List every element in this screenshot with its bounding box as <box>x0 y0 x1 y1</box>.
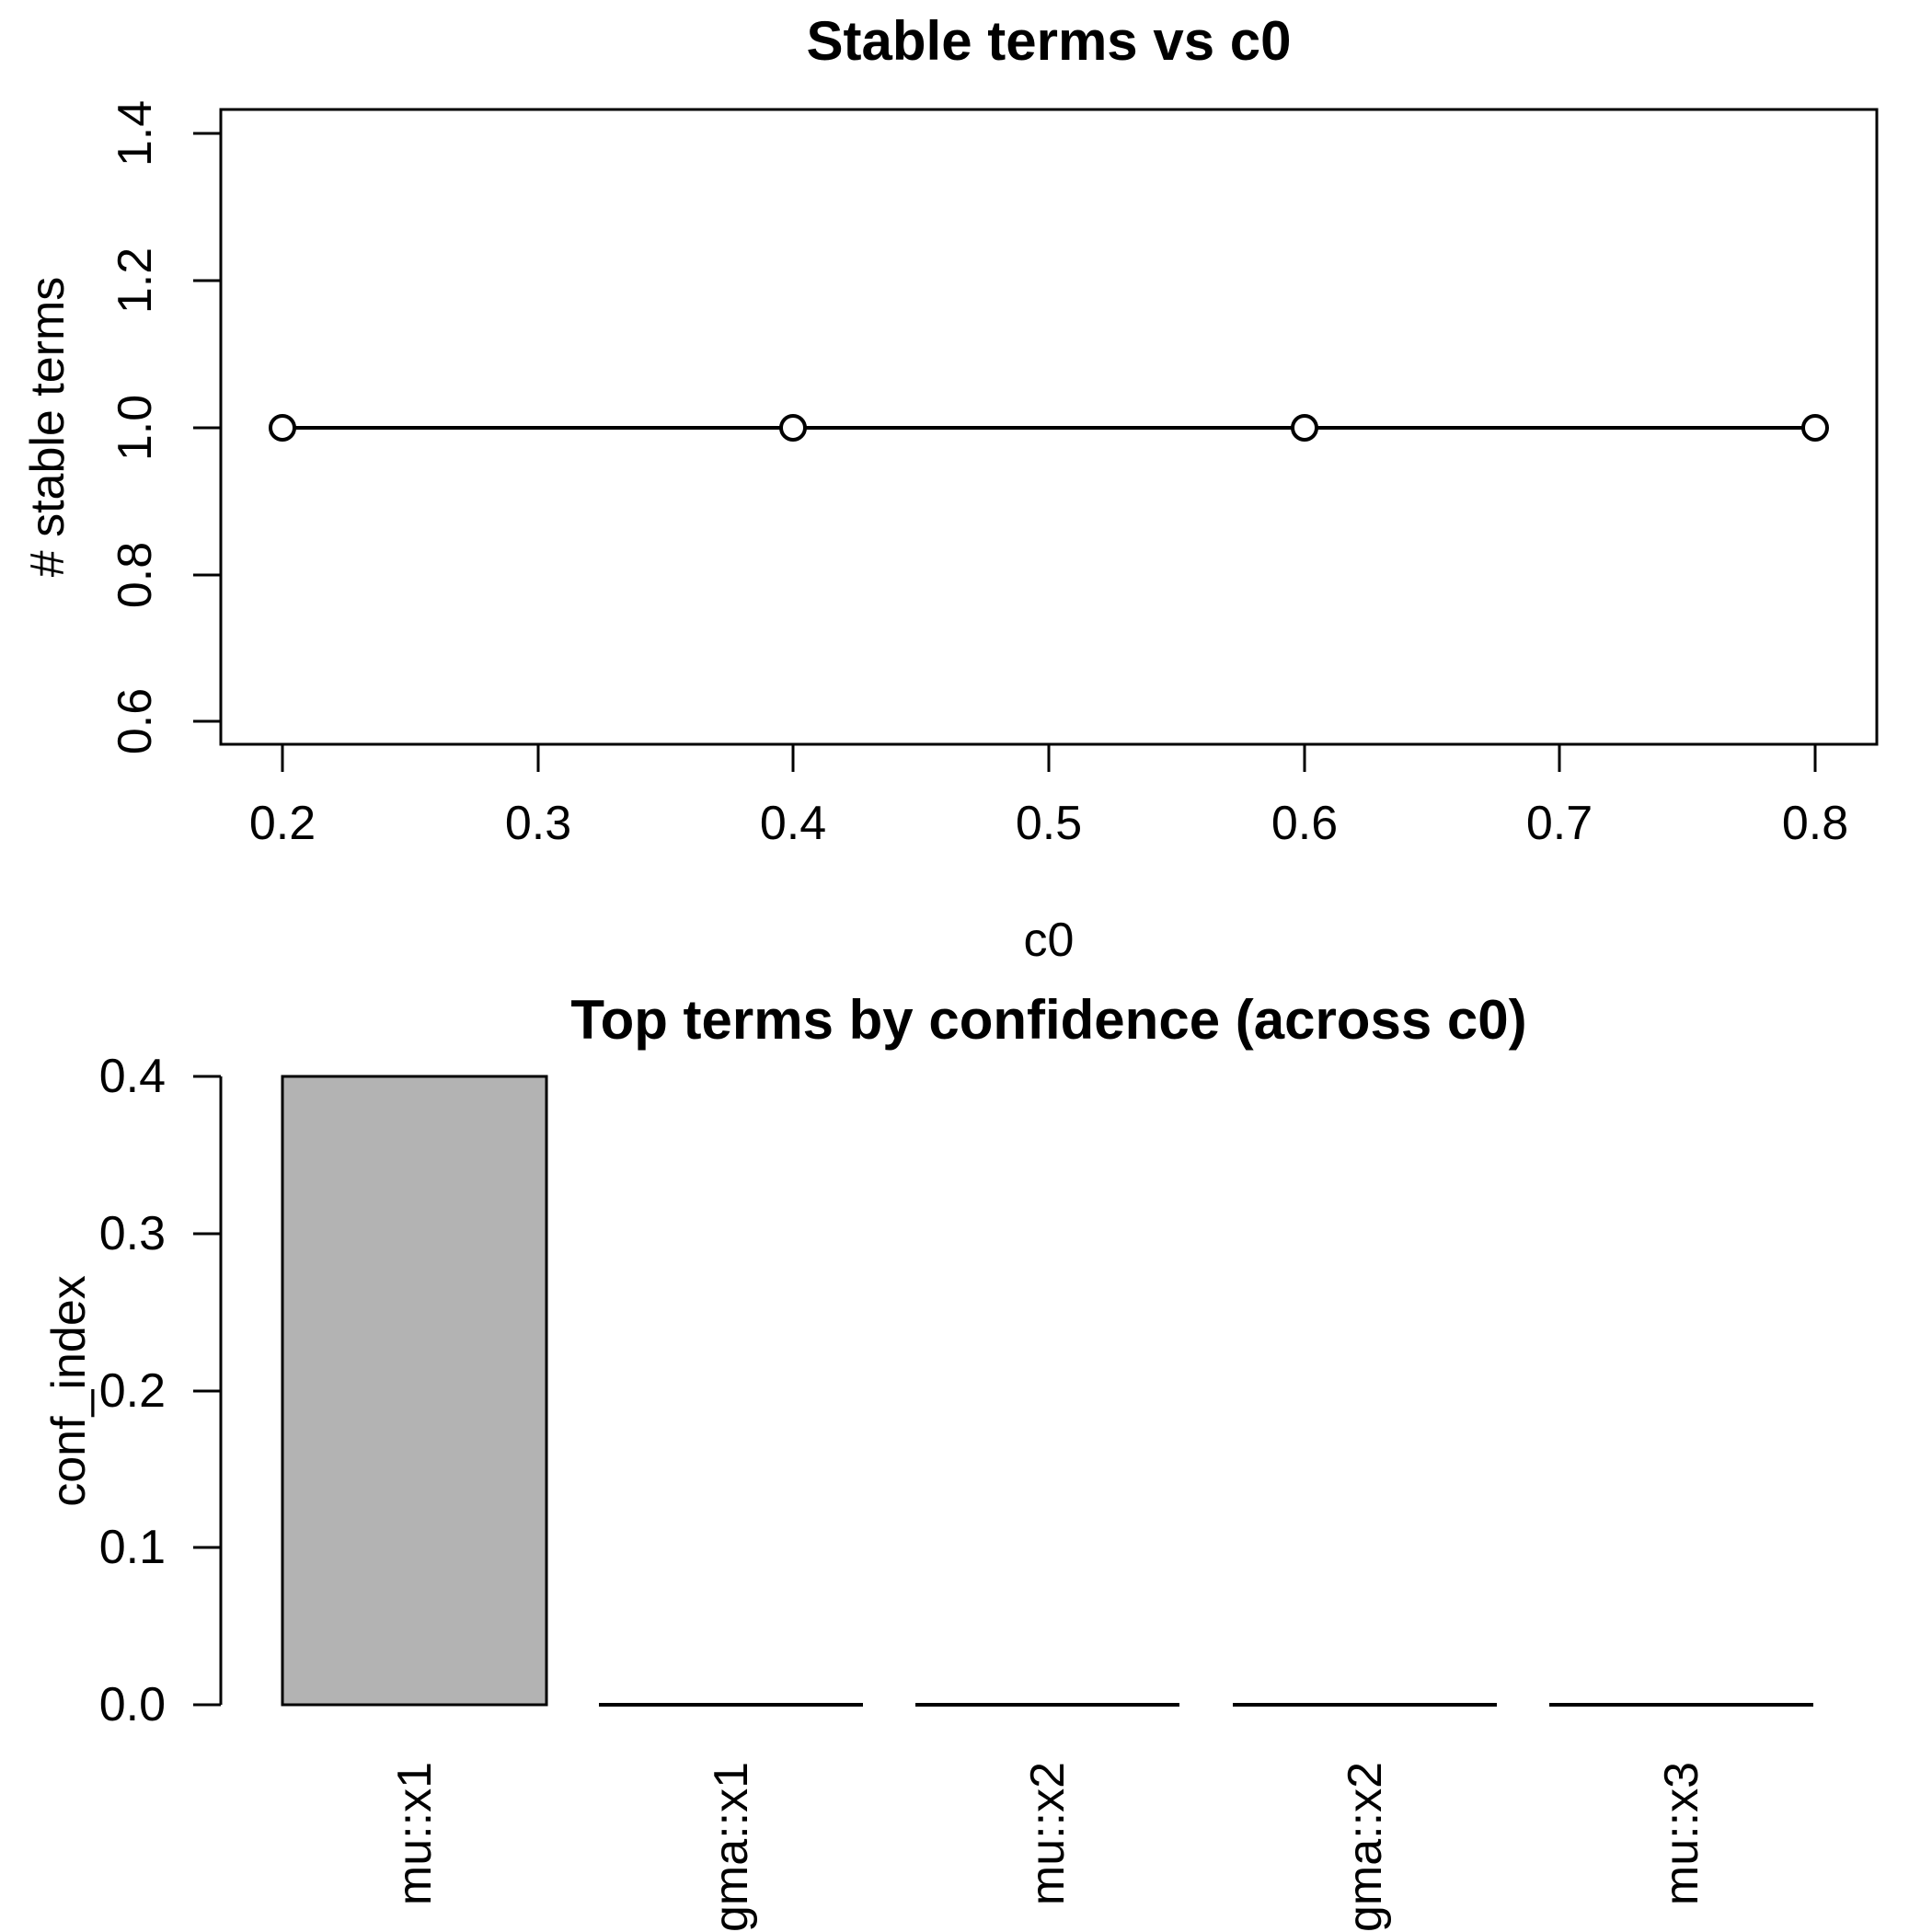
bar-label: gma::x1 <box>705 1762 758 1932</box>
bottom-y-ticks <box>193 1075 221 1707</box>
series-point <box>1801 414 1829 442</box>
top-plot-x-axis-label: c0 <box>1023 914 1075 967</box>
bottom-y-tick-label: 0.4 <box>98 1050 166 1103</box>
top-x-tick-label: 0.8 <box>1781 797 1849 850</box>
top-x-tick-label: 0.7 <box>1525 797 1593 850</box>
top-plot-x-ticks <box>281 744 1817 772</box>
series-point <box>779 414 807 442</box>
top-plot-y-ticks <box>193 132 221 723</box>
series-points <box>269 414 1829 442</box>
top-x-tick-label: 0.4 <box>759 797 827 850</box>
bar-label: gma::x2 <box>1339 1762 1392 1932</box>
top-x-tick-label: 0.2 <box>248 797 316 850</box>
top-plot-title: Stable terms vs c0 <box>806 10 1292 72</box>
top-y-tick-label: 1.0 <box>109 394 162 462</box>
top-y-tick-label: 1.4 <box>109 99 162 167</box>
bottom-y-tick-label: 0.3 <box>98 1207 166 1260</box>
series-point <box>269 414 296 442</box>
top-y-tick-label: 1.2 <box>109 247 162 315</box>
bar-mu-x1 <box>281 1075 548 1707</box>
top-x-tick-label: 0.6 <box>1271 797 1339 850</box>
bottom-y-tick-label: 0.0 <box>98 1678 166 1731</box>
bottom-y-tick-label: 0.2 <box>98 1364 166 1418</box>
series-point <box>1291 414 1318 442</box>
top-x-tick-label: 0.5 <box>1015 797 1083 850</box>
top-plot-y-axis-label: # stable terms <box>21 276 75 578</box>
bottom-y-tick-label: 0.1 <box>98 1521 166 1574</box>
top-y-tick-label: 0.6 <box>109 687 162 755</box>
bar-label: mu::x2 <box>1021 1762 1075 1906</box>
bottom-plot-title: Top terms by confidence (across c0) <box>570 989 1527 1051</box>
top-x-tick-label: 0.3 <box>504 797 572 850</box>
top-y-tick-label: 0.8 <box>109 541 162 609</box>
bar-label: mu::x1 <box>388 1762 442 1906</box>
bar-label: mu::x3 <box>1655 1762 1708 1906</box>
